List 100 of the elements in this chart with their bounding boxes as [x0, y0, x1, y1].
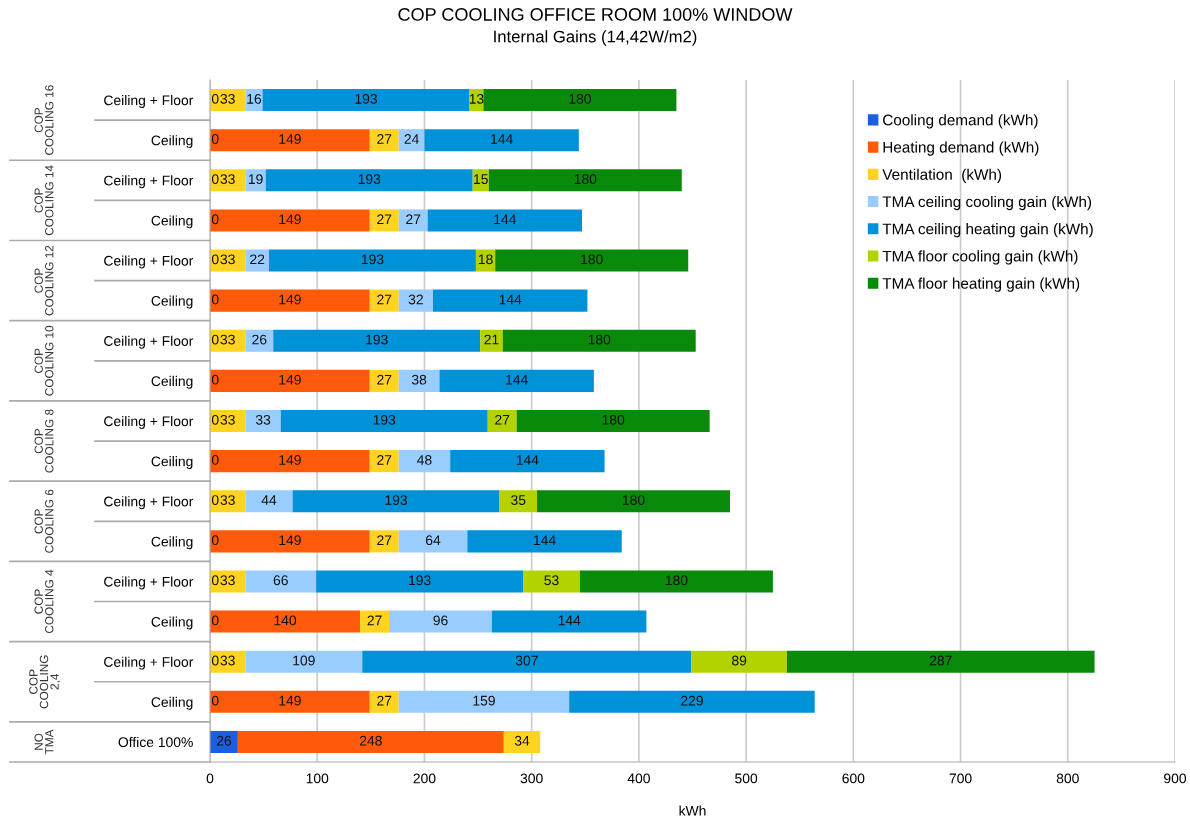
- data-label: 180: [588, 334, 611, 345]
- bar: [316, 570, 524, 593]
- data-label: 287: [929, 655, 952, 666]
- data-label: 149: [279, 214, 301, 225]
- y-tick-label: Ceiling + Floor: [104, 255, 194, 269]
- y-tick-label: Ceiling: [151, 215, 193, 229]
- data-label: 27: [377, 134, 392, 144]
- data-label: 180: [665, 575, 688, 586]
- bar: [360, 610, 390, 633]
- data-label: 149: [279, 455, 301, 465]
- y-tick-label: Ceiling + Floor: [104, 496, 194, 510]
- bar: [450, 450, 605, 473]
- data-label: 0: [211, 214, 219, 225]
- text: COP COOLING 2,4: [29, 655, 61, 709]
- text: COP COOLING 12: [34, 245, 54, 316]
- data-label: 26: [216, 735, 232, 746]
- data-label: 0: [211, 655, 219, 666]
- data-label: 180: [581, 254, 603, 265]
- bar: [369, 530, 399, 553]
- bar: [369, 450, 399, 473]
- x-tick-label: 800: [1056, 773, 1079, 784]
- data-label: 149: [279, 134, 301, 144]
- bar: [210, 369, 370, 392]
- bar: [523, 570, 580, 593]
- data-label: 0: [211, 495, 219, 505]
- bar: [245, 650, 363, 673]
- bar: [427, 209, 583, 232]
- x-tick-label: 400: [627, 773, 650, 784]
- x-tick-label: 300: [520, 773, 543, 784]
- bar: [245, 249, 269, 272]
- bar: [369, 129, 399, 152]
- data-label: 66: [273, 575, 288, 586]
- legend-label: TMA floor cooling gain (kWh): [882, 250, 1078, 265]
- data-label: 307: [515, 655, 538, 666]
- data-label: 44: [261, 495, 277, 505]
- y-tick-label: Ceiling: [151, 375, 193, 389]
- y-tick-label: Ceiling: [151, 456, 193, 470]
- bar: [495, 249, 689, 272]
- bar: [439, 369, 594, 392]
- bar: [369, 690, 399, 713]
- bar: [398, 209, 428, 232]
- data-label: 89: [732, 655, 747, 666]
- data-label: 149: [279, 535, 301, 546]
- data-label: 180: [569, 93, 591, 104]
- data-label: 193: [366, 334, 388, 345]
- data-label: 27: [495, 414, 510, 425]
- bar: [210, 690, 370, 713]
- data-label: 27: [406, 214, 421, 224]
- bar: [292, 490, 500, 513]
- bar: [245, 409, 281, 433]
- bar: [210, 530, 370, 553]
- y-tick-label: Ceiling + Floor: [104, 656, 194, 670]
- y-tick-label: Ceiling: [151, 295, 193, 309]
- bar: [369, 369, 399, 392]
- data-label: 0: [211, 414, 219, 425]
- legend-label: TMA ceiling heating gain (kWh): [882, 223, 1093, 238]
- data-label: 180: [602, 414, 625, 425]
- data-label: 144: [534, 535, 556, 545]
- text: COP COOLING 6: [34, 489, 54, 553]
- x-axis-title: kWh: [679, 805, 706, 816]
- bar: [487, 409, 517, 433]
- bar: [398, 450, 451, 473]
- x-tick-label: 600: [842, 773, 865, 784]
- data-label: 15: [474, 174, 488, 185]
- bar: [480, 329, 503, 352]
- data-label: 149: [279, 374, 301, 385]
- data-label: 22: [250, 254, 265, 265]
- bar: [369, 209, 399, 232]
- data-label: 96: [433, 615, 448, 626]
- bar: [398, 289, 434, 312]
- legend-label: Cooling demand (kWh): [883, 114, 1038, 129]
- bar: [273, 329, 481, 352]
- data-label: 144: [491, 134, 513, 144]
- data-label: 26: [252, 334, 267, 345]
- data-label: 27: [377, 214, 392, 224]
- data-label: 0: [211, 455, 219, 465]
- data-label: 64: [426, 535, 441, 546]
- chart-subtitle: Internal Gains (14,42W/m2): [494, 30, 697, 46]
- bar: [569, 690, 815, 713]
- bar: [210, 450, 370, 473]
- data-label: 159: [473, 695, 495, 706]
- bar: [362, 650, 692, 673]
- chart-title: COP COOLING OFFICE ROOM 100% WINDOW: [398, 8, 793, 21]
- x-tick-label: 900: [1164, 773, 1187, 784]
- bar: [210, 409, 246, 433]
- data-label: 27: [367, 615, 382, 626]
- bar: [280, 409, 488, 433]
- data-label: 144: [516, 455, 539, 465]
- data-label: 193: [358, 174, 381, 185]
- legend-label: Heating demand (kWh): [883, 141, 1039, 156]
- bar: [499, 490, 538, 513]
- y-tick-label: Ceiling: [151, 135, 193, 149]
- bar: [467, 530, 622, 553]
- x-tick-label: 100: [306, 773, 329, 784]
- data-label: 193: [373, 414, 396, 425]
- bar: [245, 490, 293, 513]
- legend-label: Ventilation (kWh): [882, 168, 1002, 183]
- bar: [237, 730, 504, 753]
- data-label: 0: [211, 615, 219, 626]
- data-label: 193: [409, 575, 431, 586]
